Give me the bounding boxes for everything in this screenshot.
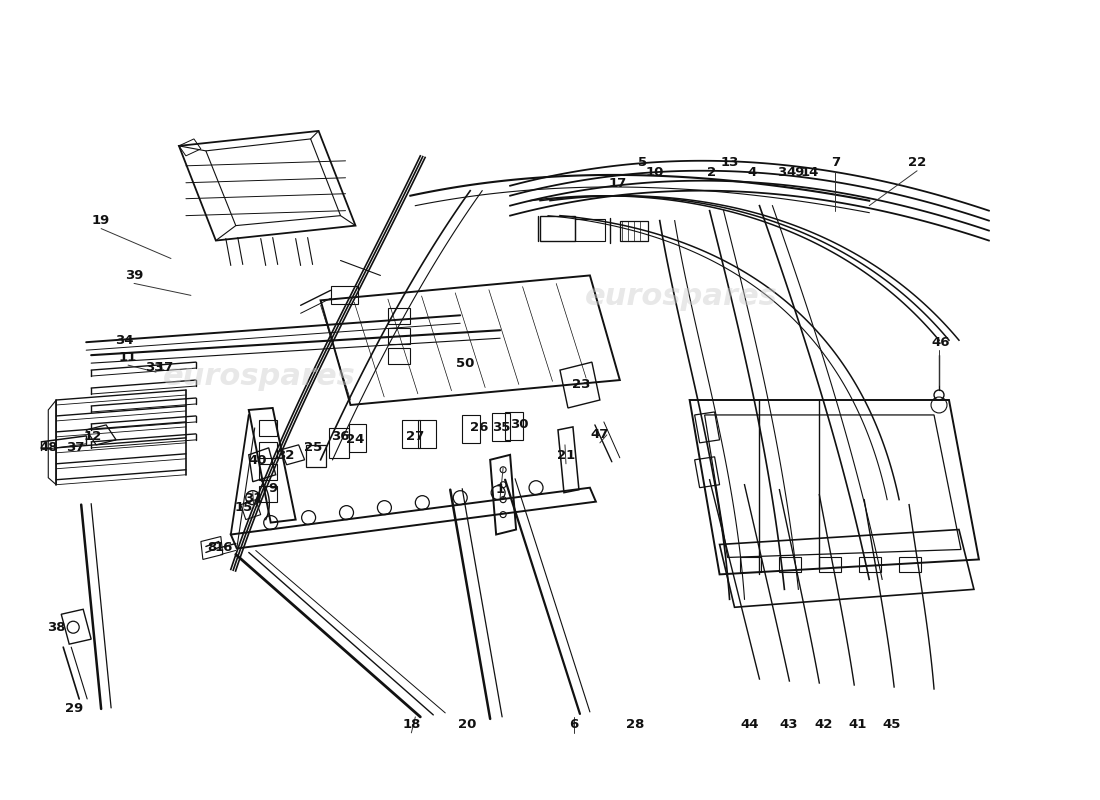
- Text: 11: 11: [119, 350, 138, 364]
- Text: 9: 9: [268, 482, 277, 495]
- Text: 50: 50: [456, 357, 474, 370]
- Bar: [540, 216, 575, 241]
- Text: 30: 30: [509, 418, 528, 431]
- Text: 29: 29: [65, 702, 84, 715]
- Text: eurospares: eurospares: [163, 362, 355, 390]
- Bar: [739, 558, 761, 572]
- Bar: [619, 221, 648, 241]
- Bar: [575, 218, 605, 241]
- Text: 1: 1: [496, 483, 505, 496]
- Text: 26: 26: [470, 422, 488, 434]
- Text: 17: 17: [156, 361, 174, 374]
- Bar: [329, 428, 349, 458]
- Bar: [258, 464, 277, 480]
- Bar: [258, 442, 277, 458]
- Bar: [331, 286, 359, 304]
- Text: 21: 21: [557, 450, 575, 462]
- Text: 12: 12: [84, 430, 102, 443]
- Bar: [859, 558, 881, 572]
- Text: 6: 6: [570, 718, 579, 731]
- Text: 10: 10: [646, 166, 664, 179]
- Text: 49: 49: [786, 166, 804, 179]
- Text: 27: 27: [406, 430, 425, 443]
- Text: 36: 36: [331, 430, 350, 443]
- Bar: [388, 348, 410, 364]
- Text: 45: 45: [882, 718, 900, 731]
- Text: 31: 31: [244, 492, 263, 505]
- Text: 38: 38: [47, 621, 66, 634]
- Text: 4: 4: [748, 166, 757, 179]
- Text: 23: 23: [572, 378, 590, 390]
- Bar: [492, 413, 510, 441]
- Text: 15: 15: [234, 501, 253, 514]
- Text: 43: 43: [779, 718, 798, 731]
- Bar: [403, 420, 420, 448]
- Bar: [899, 558, 921, 572]
- Text: 37: 37: [66, 442, 85, 454]
- Bar: [462, 415, 481, 443]
- Text: 14: 14: [800, 166, 818, 179]
- Text: 22: 22: [908, 156, 926, 170]
- Text: 16: 16: [214, 541, 233, 554]
- Text: 5: 5: [638, 156, 647, 170]
- Bar: [820, 558, 842, 572]
- Text: 33: 33: [145, 361, 163, 374]
- Bar: [505, 412, 524, 440]
- Text: 7: 7: [830, 156, 839, 170]
- Text: 24: 24: [346, 434, 365, 446]
- Text: 44: 44: [740, 718, 759, 731]
- Bar: [258, 486, 277, 502]
- Text: 34: 34: [114, 334, 133, 346]
- Bar: [418, 420, 437, 448]
- Text: 2: 2: [707, 166, 716, 179]
- Text: 20: 20: [458, 718, 476, 731]
- Text: 19: 19: [92, 214, 110, 227]
- Text: 42: 42: [814, 718, 833, 731]
- Bar: [780, 558, 802, 572]
- Text: eurospares: eurospares: [585, 282, 778, 311]
- Bar: [306, 445, 326, 466]
- Text: 3: 3: [777, 166, 786, 179]
- Text: 35: 35: [492, 422, 510, 434]
- Text: 40: 40: [249, 454, 267, 467]
- Text: 39: 39: [125, 269, 143, 282]
- Text: 13: 13: [720, 156, 739, 170]
- Text: 8: 8: [207, 541, 217, 554]
- Text: 48: 48: [39, 442, 57, 454]
- Text: 41: 41: [848, 718, 867, 731]
- Text: 18: 18: [403, 718, 420, 731]
- Text: 17: 17: [608, 178, 627, 190]
- Text: 32: 32: [276, 450, 295, 462]
- Bar: [349, 424, 366, 452]
- Bar: [388, 308, 410, 324]
- Bar: [388, 328, 410, 344]
- Text: 28: 28: [626, 718, 644, 731]
- Text: 25: 25: [305, 442, 322, 454]
- Bar: [258, 420, 277, 436]
- Text: 46: 46: [932, 336, 950, 349]
- Text: 47: 47: [591, 428, 609, 442]
